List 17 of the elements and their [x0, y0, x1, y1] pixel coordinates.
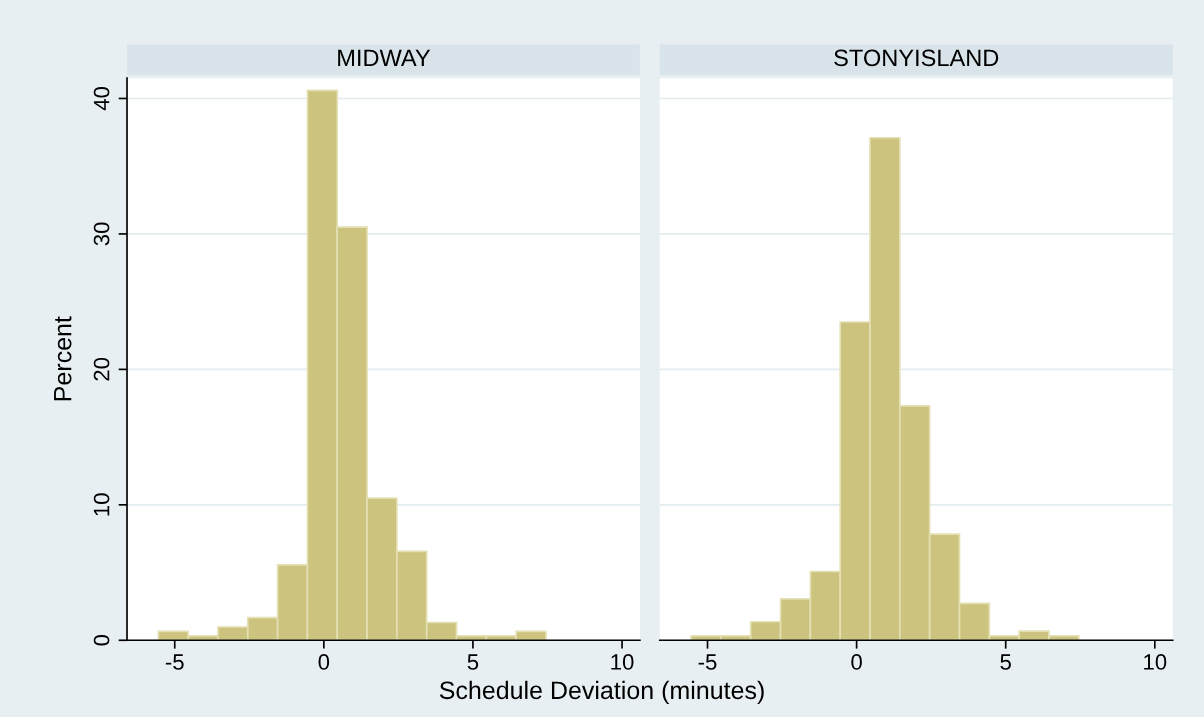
x-tick-label: 5	[1000, 654, 1011, 670]
x-axis-title: Schedule Deviation (minutes)	[439, 680, 764, 705]
x-tick-label: 0	[318, 654, 330, 670]
chart-title: MIDWAY	[338, 49, 431, 66]
x-tick-label: -5	[165, 654, 184, 670]
chart-title: STONYISLAND	[834, 49, 999, 67]
y-tick-label: 40	[93, 86, 110, 111]
x-tick-label: -5	[698, 654, 717, 670]
y-tick-label: 0	[93, 634, 110, 646]
y-tick-label: 10	[93, 493, 110, 516]
x-tick-label: 10	[611, 654, 634, 670]
x-tick-label: 10	[1144, 654, 1167, 670]
x-tick-label: 5	[467, 654, 479, 670]
y-axis-title: Percent	[54, 316, 72, 401]
x-tick-label: 0	[851, 654, 862, 670]
y-tick-label: 20	[93, 357, 110, 381]
y-tick-label: 30	[93, 222, 110, 246]
